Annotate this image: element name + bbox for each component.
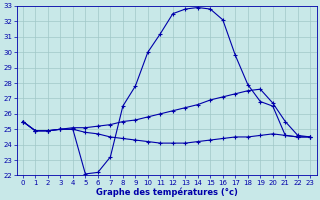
X-axis label: Graphe des températures (°c): Graphe des températures (°c) <box>96 187 237 197</box>
